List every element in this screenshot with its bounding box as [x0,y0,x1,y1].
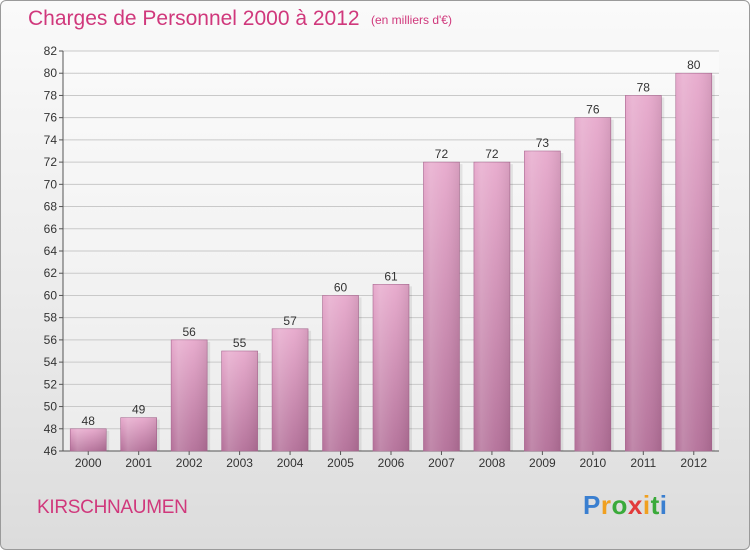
logo-letter: r [600,490,612,520]
bar-value-label: 56 [182,325,196,339]
y-tick-label: 78 [44,88,58,102]
logo-letter: o [611,490,628,520]
y-tick-label: 82 [44,44,58,58]
commune-name: KIRSCHNAUMEN [37,497,188,518]
y-tick-label: 68 [44,200,58,214]
chart-title: Charges de Personnel 2000 à 2012 [28,7,360,30]
logo-letter: i [642,490,651,520]
bar-value-label: 60 [334,280,348,294]
bar-value-label: 73 [536,136,550,150]
bar-value-label: 76 [586,103,600,117]
y-tick-label: 46 [44,444,58,458]
y-tick-label: 48 [44,422,58,436]
bar-highlight [272,328,309,451]
x-tick-label: 2001 [125,456,152,470]
bar-value-label: 72 [435,147,449,161]
y-tick-label: 50 [44,400,58,414]
y-tick-label: 80 [44,66,58,80]
x-tick-label: 2003 [226,456,253,470]
x-tick-label: 2009 [529,456,556,470]
chart-subtitle: (en milliers d'€) [371,13,452,27]
x-tick-label: 2002 [176,456,203,470]
y-tick-label: 74 [44,133,58,147]
labels: 48 2000 49 2001 56 2002 55 2003 57 2004 60 2005 61 20… [75,58,708,470]
bar-value-label: 49 [132,403,146,417]
bar-highlight [473,162,510,451]
bar-highlight [221,351,258,451]
y-tick-label: 62 [44,266,58,280]
bar-highlight [373,284,409,451]
x-tick-label: 2011 [630,456,656,470]
bar-value-label: 78 [637,80,651,94]
bar-value-label: 61 [384,269,398,283]
bar-highlight [675,73,712,451]
bar-highlight [524,151,561,451]
y-tick-label: 76 [44,111,58,125]
bars [69,72,715,452]
bar-highlight [574,117,611,452]
y-tick-label: 54 [44,355,58,369]
x-tick-label: 2008 [479,456,506,470]
y-tick-label: 52 [44,377,58,391]
y-tick-label: 58 [44,311,58,325]
bar-value-label: 48 [82,414,96,428]
y-tick-label: 70 [44,177,58,191]
y-tick-label: 64 [44,244,58,258]
bar-value-label: 57 [283,314,297,328]
bar-value-label: 55 [233,336,247,350]
x-tick-label: 2012 [680,456,707,470]
bar-highlight [625,95,662,451]
bar-value-label: 80 [687,58,701,72]
logo-letter: x [627,490,643,520]
bar-value-label: 72 [485,147,499,161]
bar-highlight [70,428,107,451]
bar-highlight [322,295,359,451]
y-tick-label: 60 [44,288,58,302]
logo-letter: P [583,490,601,520]
x-tick-label: 2006 [378,456,405,470]
x-tick-label: 2004 [277,456,304,470]
x-tick-label: 2010 [579,456,606,470]
x-tick-label: 2005 [327,456,354,470]
y-tick-label: 72 [44,155,58,169]
logo-letter: t [650,490,660,520]
y-tick-label: 66 [44,222,58,236]
x-tick-label: 2000 [75,456,102,470]
x-tick-label: 2007 [428,456,455,470]
bar-highlight [423,162,460,451]
proxiti-logo: Proxiti [583,490,667,521]
bar-highlight [171,339,208,451]
bar-highlight [120,417,157,451]
logo-letter: i [659,490,668,520]
y-tick-label: 56 [44,333,58,347]
